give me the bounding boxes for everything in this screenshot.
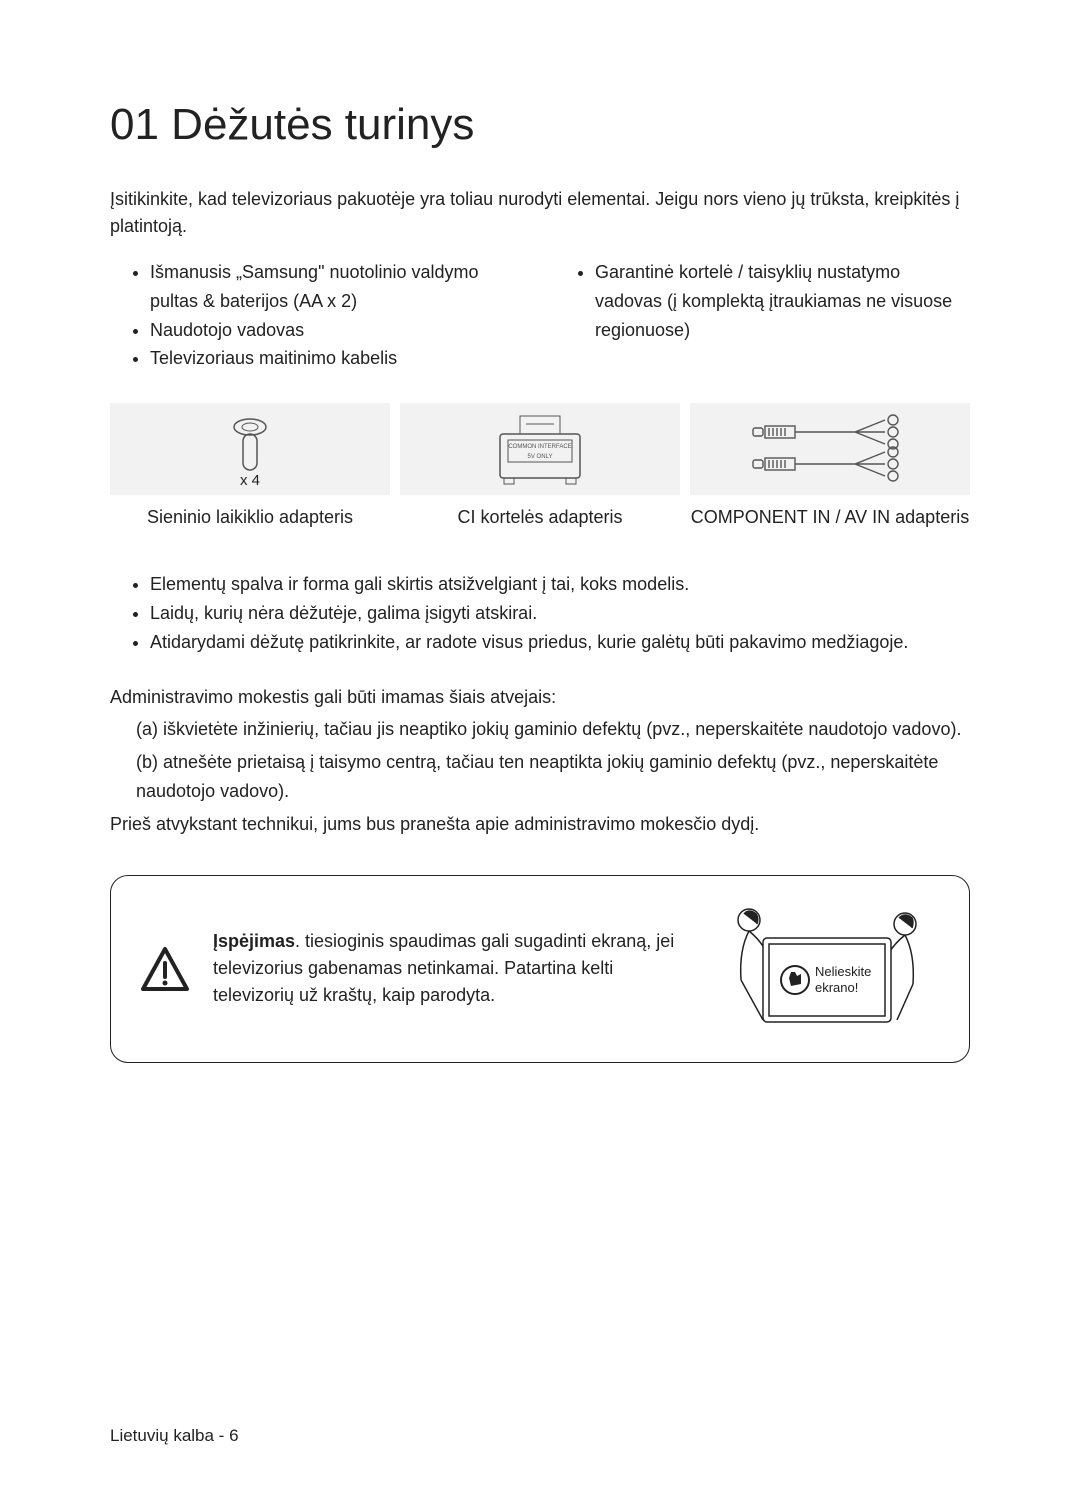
- warning-bold: Įspėjimas: [213, 931, 295, 951]
- svg-text:ekrano!: ekrano!: [815, 980, 858, 995]
- warning-box: Įspėjimas. tiesioginis spaudimas gali su…: [110, 875, 970, 1063]
- admin-after: Prieš atvykstant technikui, jums bus pra…: [110, 810, 970, 839]
- accessory-component-adapter: COMPONENT IN / AV IN adapteris: [690, 403, 970, 528]
- list-item: Elementų spalva ir forma gali skirtis at…: [150, 570, 970, 599]
- list-item: Naudotojo vadovas: [150, 316, 525, 345]
- admin-intro: Administravimo mokestis gali būti imamas…: [110, 683, 970, 712]
- svg-text:5V ONLY: 5V ONLY: [528, 454, 553, 460]
- page-footer: Lietuvių kalba - 6: [110, 1426, 239, 1446]
- admin-a: (a) iškvietėte inžinierių, tačiau jis ne…: [110, 715, 970, 744]
- accessory-label: COMPONENT IN / AV IN adapteris: [691, 507, 969, 528]
- component-adapter-image: [690, 403, 970, 495]
- tv-carry-illustration: Nelieskite ekrano!: [709, 900, 941, 1038]
- left-list: Išmanusis „Samsung" nuotolinio valdymo p…: [110, 258, 525, 373]
- svg-text:COMMON INTERFACE: COMMON INTERFACE: [508, 444, 571, 450]
- list-item: Atidarydami dėžutę patikrinkite, ar rado…: [150, 628, 970, 657]
- notes-list: Elementų spalva ir forma gali skirtis at…: [110, 570, 970, 656]
- wall-mount-image: x 4: [110, 403, 390, 495]
- list-item: Televizoriaus maitinimo kabelis: [150, 344, 525, 373]
- accessory-label: Sieninio laikiklio adapteris: [147, 507, 353, 528]
- page-title: 01 Dėžutės turinys: [110, 100, 970, 150]
- warning-icon: [139, 945, 191, 993]
- accessory-ci-card: COMMON INTERFACE 5V ONLY CI kortelės ada…: [400, 403, 680, 528]
- x4-label: x 4: [240, 472, 260, 489]
- accessory-label: CI kortelės adapteris: [457, 507, 622, 528]
- contents-list-columns: Išmanusis „Samsung" nuotolinio valdymo p…: [110, 258, 970, 373]
- svg-text:Nelieskite: Nelieskite: [815, 964, 871, 979]
- accessory-wall-mount: x 4 Sieninio laikiklio adapteris: [110, 403, 390, 528]
- right-list: Garantinė kortelė / taisyklių nustatymo …: [555, 258, 970, 373]
- accessory-row: x 4 Sieninio laikiklio adapteris COMMON …: [110, 403, 970, 528]
- admin-b: (b) atnešėte prietaisą į taisymo centrą,…: [110, 748, 970, 806]
- ci-card-image: COMMON INTERFACE 5V ONLY: [400, 403, 680, 495]
- intro-paragraph: Įsitikinkite, kad televizoriaus pakuotėj…: [110, 186, 970, 240]
- list-item: Išmanusis „Samsung" nuotolinio valdymo p…: [150, 258, 525, 316]
- list-item: Garantinė kortelė / taisyklių nustatymo …: [595, 258, 970, 344]
- list-item: Laidų, kurių nėra dėžutėje, galima įsigy…: [150, 599, 970, 628]
- warning-text: Įspėjimas. tiesioginis spaudimas gali su…: [213, 928, 687, 1009]
